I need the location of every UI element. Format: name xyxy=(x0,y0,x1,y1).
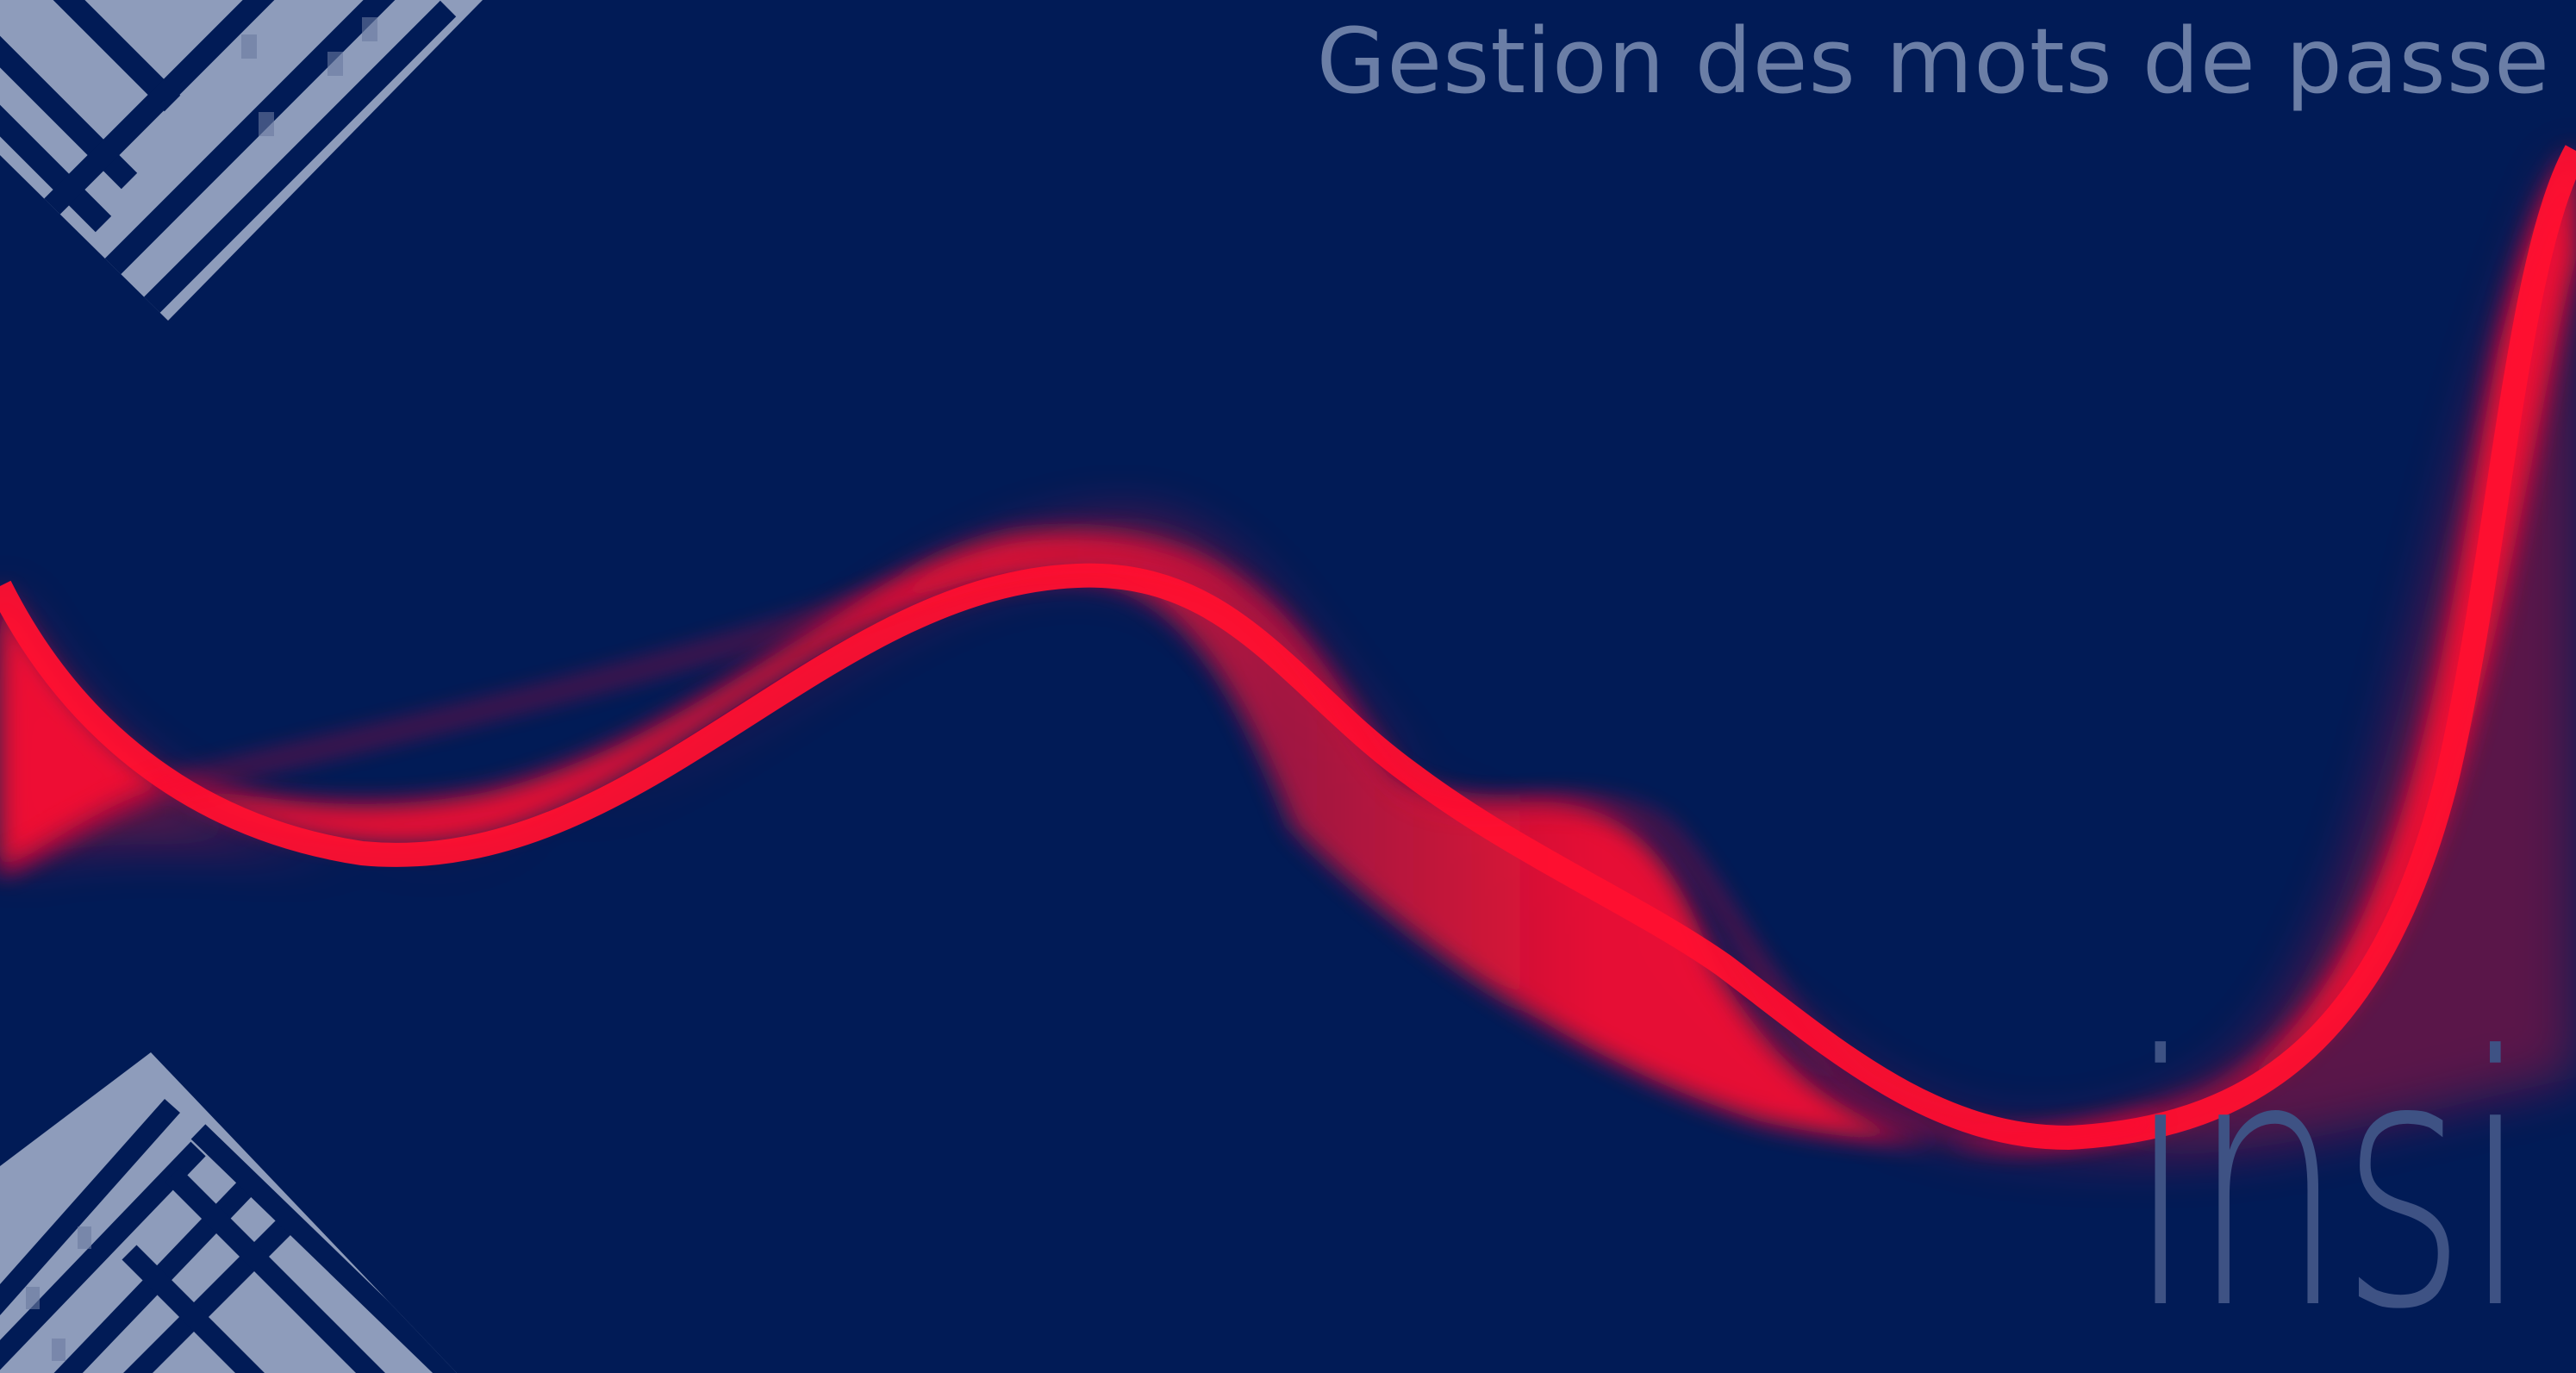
slide-title: Gestion des mots de passe xyxy=(1316,9,2550,114)
ribbon-edge-upper xyxy=(0,145,2576,1151)
insi-logo: insi xyxy=(2127,984,2529,1373)
top-left-stripe-pattern xyxy=(0,0,483,321)
ribbon-body xyxy=(0,151,2576,1148)
bottom-left-stripe-pattern xyxy=(0,1052,457,1373)
ribbon-edge-lower xyxy=(0,547,2156,1142)
